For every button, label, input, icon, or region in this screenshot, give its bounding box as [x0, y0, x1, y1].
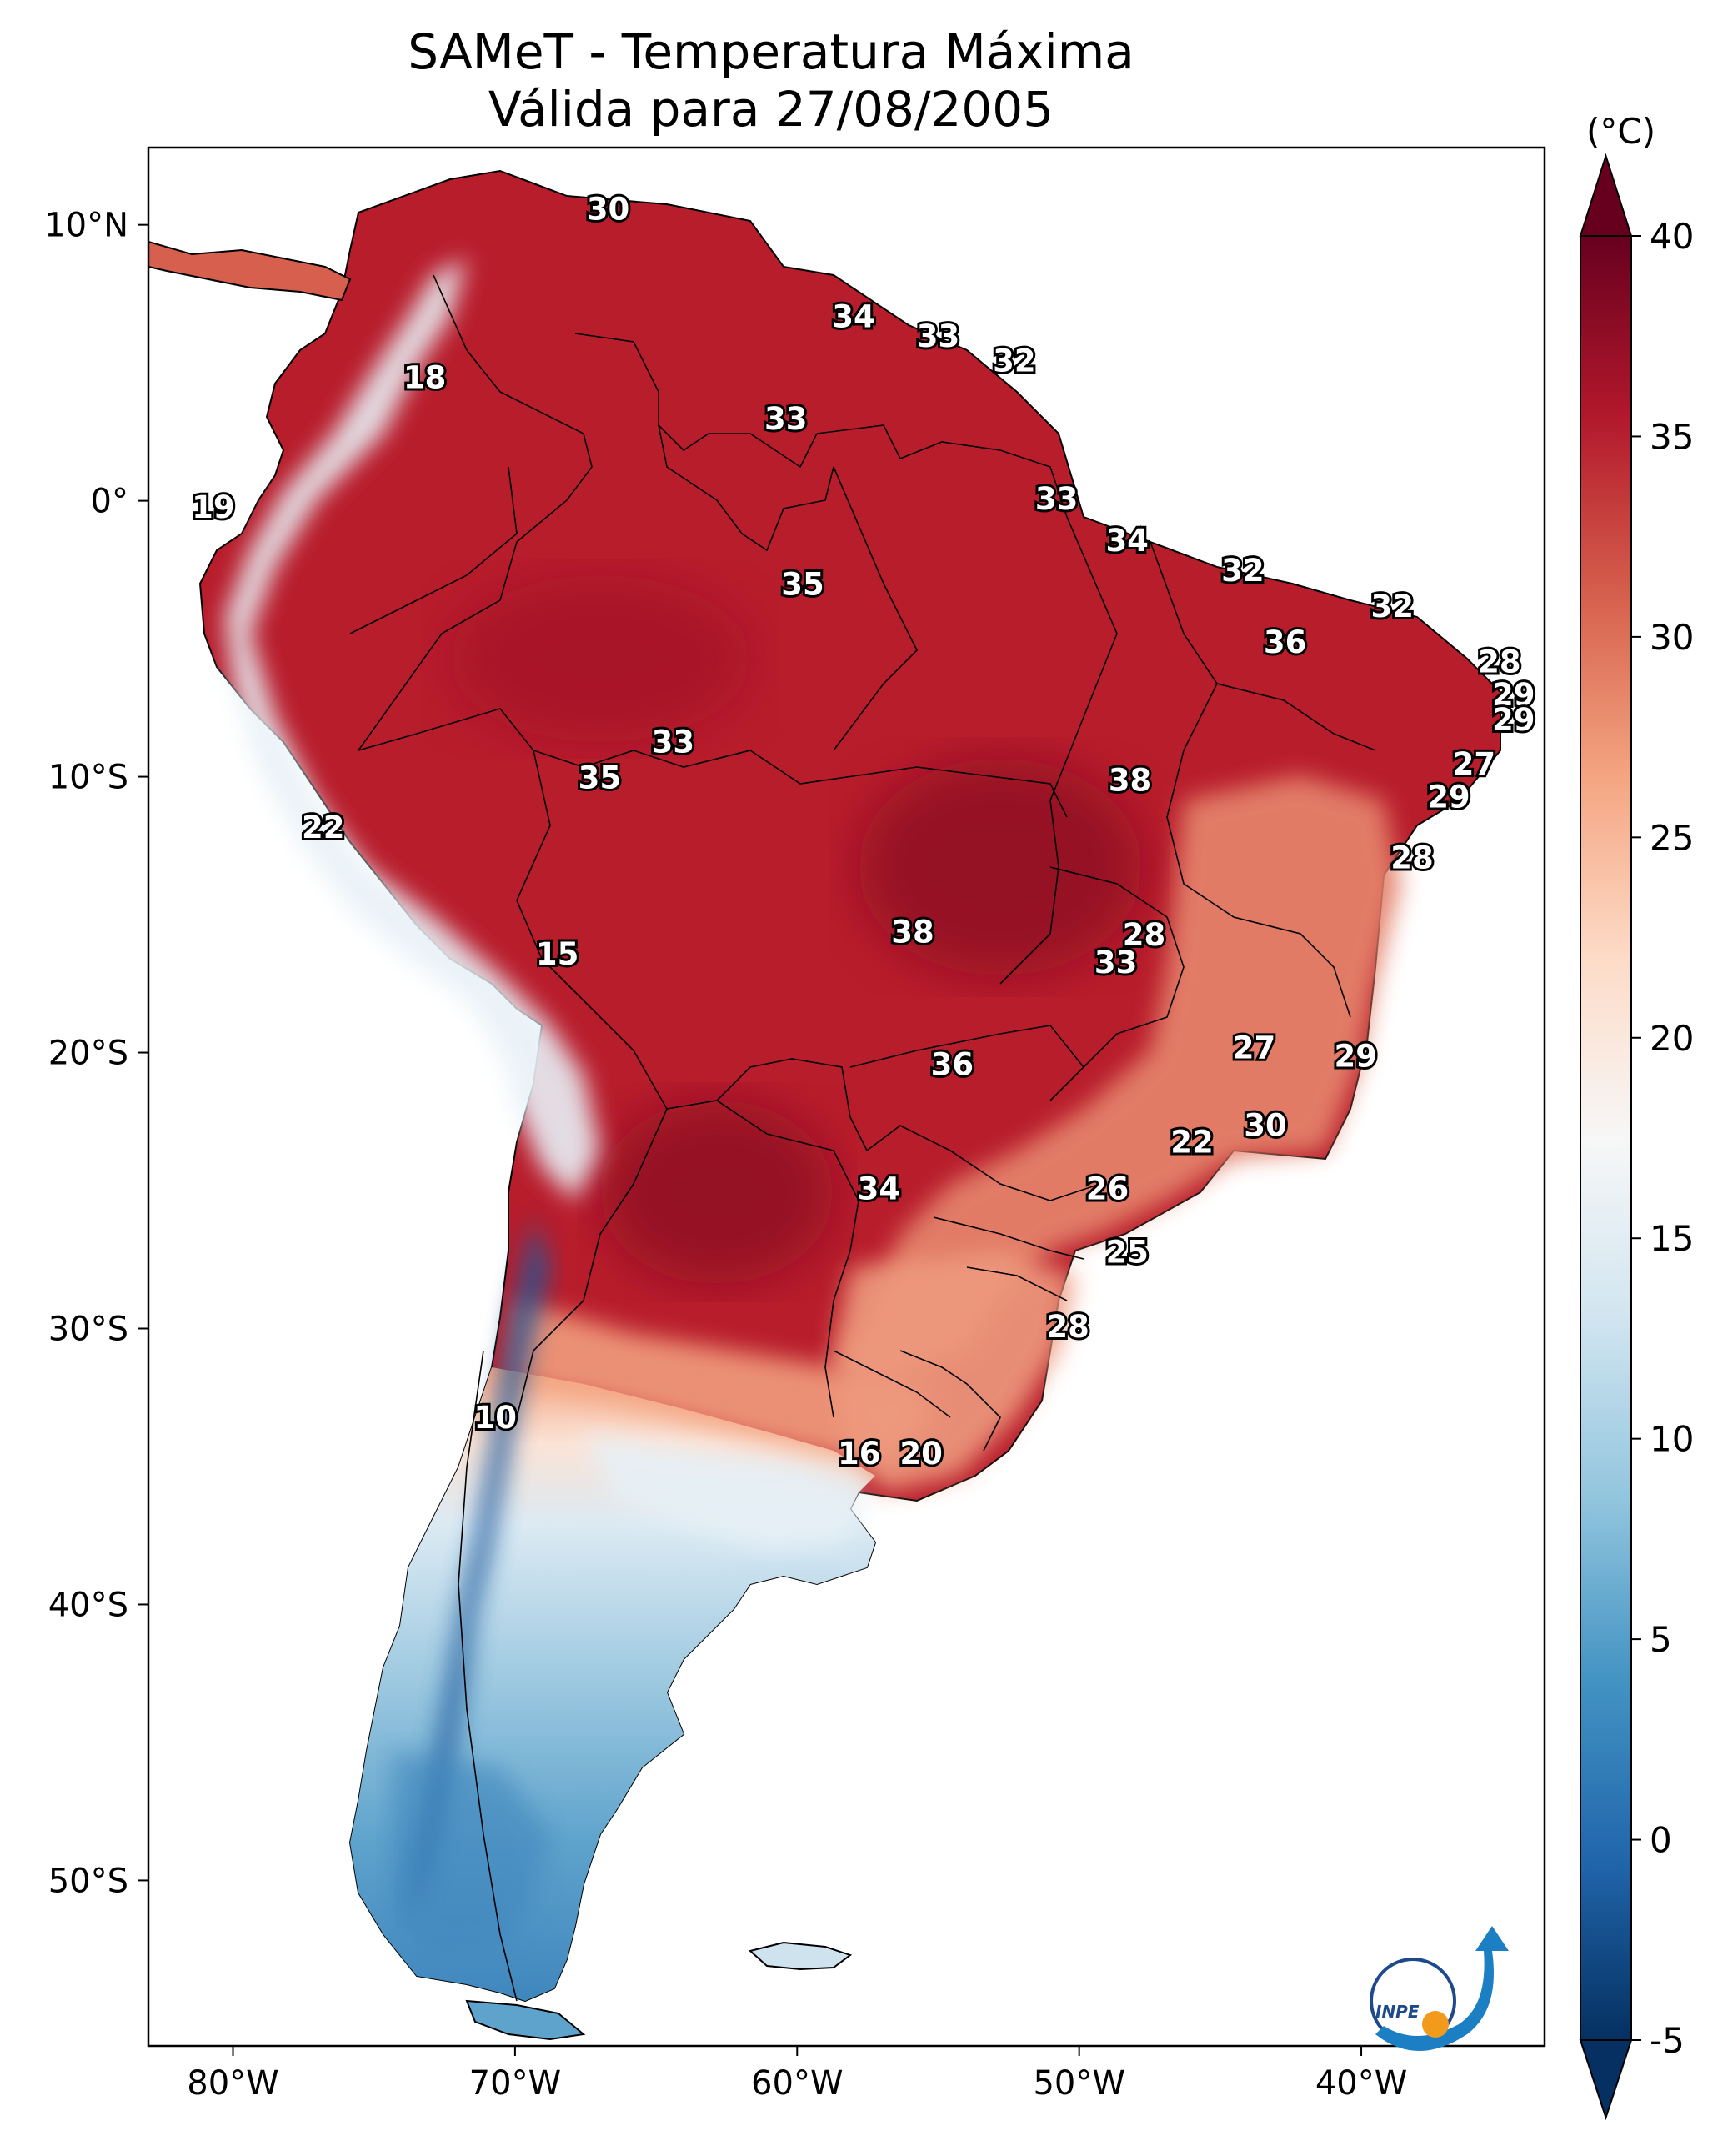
contour-label: 25: [1105, 1235, 1149, 1271]
hot-core-central-brazil: [859, 759, 1142, 975]
lat-tick-label: 30°S: [48, 1311, 128, 1349]
hot-core-amazon: [450, 575, 750, 742]
colorbar-tick-label: 20: [1650, 1018, 1694, 1059]
lon-tick-label: 40°W: [1315, 2064, 1407, 2103]
contour-label: 27: [1453, 746, 1496, 782]
colorbar-unit-label: (°C): [1586, 111, 1655, 152]
contour-label: 32: [1371, 589, 1415, 624]
contour-label: 10: [473, 1400, 517, 1436]
central-america: [148, 240, 352, 302]
map-frame: [147, 146, 1546, 2048]
inpe-logo-swoosh-icon: [1375, 1926, 1509, 2051]
contour-label: 22: [1170, 1124, 1214, 1160]
south-brazil-warm: [834, 1251, 1075, 1492]
contour-label: 16: [838, 1436, 881, 1472]
colorbar-tick-label: 15: [1650, 1218, 1694, 1259]
map-title: SAMeT - Temperatura Máxima: [408, 23, 1134, 80]
contour-label: 34: [1105, 523, 1149, 559]
contour-label: 28: [1123, 917, 1166, 953]
contour-label: 33: [764, 401, 808, 437]
contour-label: 29: [1492, 702, 1535, 738]
contour-label: 35: [781, 567, 824, 603]
colorbar-bottom-extension: [1579, 2039, 1633, 2121]
map-axes: 80°W 70°W 60°W 50°W 40°W 10°N 0° 10°S 20°S 30°S 40…: [44, 207, 1407, 2103]
contour-label: 38: [1109, 763, 1152, 799]
lat-tick-label: 20°S: [48, 1035, 128, 1073]
map-subtitle: Válida para 27/08/2005: [488, 81, 1054, 138]
contour-label: 33: [1035, 481, 1079, 517]
contour-label: 28: [1046, 1309, 1089, 1345]
lon-tick-label: 80°W: [187, 2064, 278, 2103]
cool-pampas: [584, 1434, 867, 1551]
inpe-logo: INPE: [1370, 1926, 1509, 2051]
colorbar-ticks: 40 35 30 25 20 15 10 5 0 -5: [1631, 216, 1694, 2061]
contour-label: 34: [832, 299, 875, 335]
lat-tick-label: 10°N: [44, 207, 128, 245]
colorbar-tick-label: 10: [1650, 1419, 1694, 1460]
colorbar-bar: [1580, 235, 1632, 2041]
lon-tick-label: 50°W: [1033, 2064, 1124, 2103]
andes-cold-core: [408, 1217, 550, 1918]
contour-labels: 3034333218333319343232353628292927293335…: [189, 189, 1537, 1475]
contour-label: 36: [1264, 624, 1307, 660]
temperature-field: 3034333218333319343232353628292927293335…: [148, 169, 1538, 2041]
contour-label: 33: [917, 318, 960, 354]
colorbar-tick-label: 5: [1650, 1619, 1672, 1660]
contour-label: 18: [403, 360, 447, 396]
east-coast-warm: [834, 775, 1400, 1384]
inpe-logo-text: INPE: [1375, 2002, 1420, 2022]
colorbar-tick-label: -5: [1650, 2020, 1685, 2061]
contour-label: 20: [899, 1436, 943, 1472]
colorbar-tick-label: 30: [1650, 617, 1694, 658]
colorbar-top-extension: [1579, 153, 1633, 237]
contour-label: 15: [536, 936, 579, 972]
colorbar: (°C) 40 35 30 25 20 15 10 5 0 -5: [1579, 111, 1694, 2121]
tierra-del-fuego: [465, 1999, 586, 2041]
lon-tick-label: 70°W: [469, 2064, 561, 2103]
colorbar-tick-label: 35: [1650, 416, 1694, 457]
inpe-logo-sun-icon: [1422, 2011, 1449, 2038]
lon-tick-label: 60°W: [751, 2064, 843, 2103]
contour-label: 33: [652, 724, 695, 760]
colorbar-tick-label: 25: [1650, 817, 1694, 858]
contour-label: 29: [1335, 1039, 1378, 1075]
lat-tick-label: 50°S: [48, 1862, 128, 1900]
contour-label: 36: [931, 1047, 974, 1083]
falkland-islands: [748, 1941, 853, 1971]
contour-label: 33: [1094, 945, 1138, 980]
contour-label: 28: [1390, 840, 1434, 875]
contour-label: 28: [1478, 644, 1521, 679]
contour-label: 26: [1086, 1171, 1129, 1207]
contour-label: 22: [302, 810, 345, 845]
colorbar-tick-label: 40: [1650, 216, 1694, 257]
contour-label: 19: [192, 489, 235, 525]
lat-tick-label: 10°S: [48, 759, 128, 797]
contour-label: 29: [1427, 780, 1470, 815]
contour-label: 38: [891, 915, 934, 950]
lat-tick-label: 40°S: [48, 1586, 128, 1624]
contour-label: 30: [1244, 1107, 1287, 1143]
lat-tick-label: 0°: [91, 483, 128, 521]
colorbar-tick-label: 0: [1650, 1820, 1672, 1861]
warm-transition-band: [508, 1301, 934, 1467]
andes-cool-ridge: [225, 258, 600, 1201]
contour-label: 35: [579, 760, 622, 795]
patagonia-cold: [392, 1751, 550, 1959]
contour-label: 29: [1492, 677, 1535, 713]
contour-label: 27: [1233, 1030, 1276, 1066]
contour-label: 30: [587, 192, 630, 228]
contour-label: 34: [858, 1171, 901, 1207]
contour-label: 32: [1221, 553, 1265, 589]
hot-core-chaco: [600, 1101, 834, 1284]
country-borders: [349, 274, 1376, 2002]
contour-label: 32: [993, 343, 1036, 379]
